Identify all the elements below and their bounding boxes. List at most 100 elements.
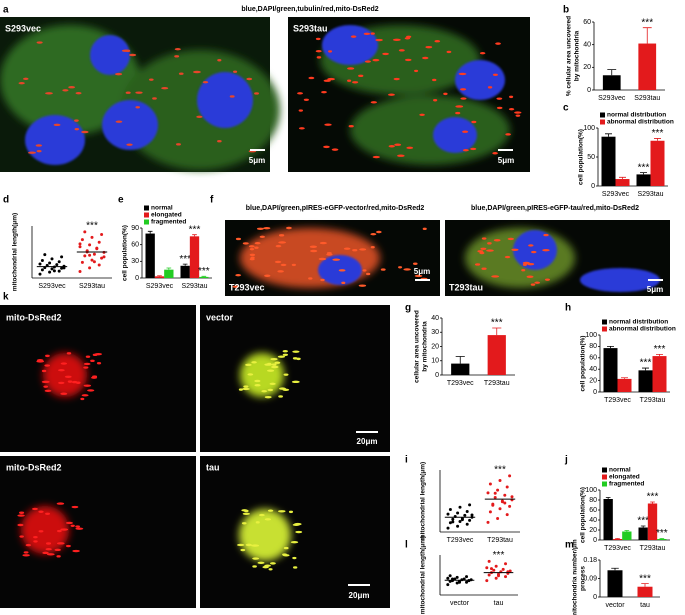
- mito-dot: [278, 510, 286, 513]
- data-point: [497, 574, 500, 578]
- mito-dot: [392, 38, 401, 42]
- nucleus: [455, 60, 505, 100]
- mito-dot: [45, 547, 52, 551]
- mito-dot: [241, 522, 247, 525]
- mito-dot: [121, 49, 130, 52]
- mito-dot: [278, 234, 285, 237]
- mito-dot: [422, 227, 427, 231]
- x-tick-label: vector: [605, 602, 625, 609]
- mito-dot: [75, 525, 80, 528]
- mito-dot: [493, 239, 501, 242]
- panel-letter: e: [118, 195, 124, 206]
- mito-dot: [62, 89, 69, 92]
- mito-dot: [66, 352, 72, 355]
- image-label: mito-DsRed2: [6, 462, 62, 472]
- bar: [603, 499, 613, 540]
- data-point: [458, 505, 462, 509]
- bar: [601, 136, 616, 186]
- image-k2: [200, 305, 390, 452]
- panel-letter: g: [405, 303, 411, 314]
- data-point: [492, 568, 496, 572]
- data-point: [504, 575, 508, 579]
- panel-letters: a b c d e f g h i j k l m: [3, 5, 574, 551]
- mito-dot: [174, 55, 180, 58]
- mito-dot: [268, 568, 273, 571]
- mito-dot: [44, 364, 51, 367]
- mito-dot: [178, 72, 184, 75]
- panel-letter: a: [3, 5, 9, 16]
- data-point: [88, 243, 92, 247]
- mito-dot: [249, 247, 255, 251]
- bar: [154, 276, 165, 278]
- mito-dot: [455, 105, 464, 108]
- mito-dot: [41, 369, 47, 373]
- mito-dot: [75, 91, 82, 95]
- mito-dot: [46, 553, 55, 556]
- mito-dot: [45, 92, 53, 95]
- data-point: [456, 511, 460, 515]
- data-point: [78, 242, 82, 246]
- mito-dot: [87, 389, 95, 392]
- data-point: [62, 266, 66, 270]
- mito-dot: [242, 242, 249, 245]
- mito-dot: [481, 237, 487, 240]
- y-axis-label: by mitochondria: [574, 30, 581, 81]
- y-tick-label: 0: [591, 183, 595, 190]
- x-tick-label: T293tau: [640, 545, 666, 552]
- data-point: [465, 522, 469, 526]
- mito-dot: [94, 352, 102, 356]
- mito-dot: [246, 77, 253, 81]
- mito-dot: [481, 267, 487, 270]
- data-point: [458, 580, 461, 584]
- image-label: vector: [206, 312, 234, 322]
- chart: 0 20 40 60 % cellular area uncovered by mitoc…: [566, 16, 665, 102]
- mito-dot: [41, 380, 50, 384]
- mito-dot: [338, 269, 346, 272]
- mito-dot: [254, 92, 260, 95]
- mito-dot: [363, 32, 371, 36]
- mito-dot: [245, 363, 252, 367]
- mito-dot: [388, 93, 395, 96]
- bar: [145, 233, 155, 278]
- nucleus: [197, 72, 253, 128]
- mito-dot: [45, 542, 52, 545]
- panel-letter: c: [563, 103, 569, 114]
- data-point: [97, 240, 101, 244]
- mito-dot: [359, 248, 367, 251]
- legend-swatch: [602, 481, 607, 487]
- error-bar: [619, 176, 626, 180]
- mito-dot: [235, 237, 242, 241]
- mito-dot: [514, 111, 522, 114]
- panel-f-title: blue,DAPI/green,pIRES-eGFP-tau/red,mito-…: [471, 205, 639, 212]
- data-point: [494, 576, 498, 580]
- y-tick-label: 40: [583, 42, 591, 49]
- mito-dot: [522, 263, 528, 266]
- x-tick-label: tau: [640, 602, 650, 609]
- mito-dot: [217, 59, 222, 62]
- mito-dot: [319, 241, 327, 245]
- mito-dot: [271, 363, 277, 366]
- mito-dot: [347, 67, 355, 70]
- mito-dot: [251, 361, 257, 364]
- mito-dot: [534, 281, 541, 284]
- error-bar: [615, 538, 620, 539]
- error-bar: [605, 497, 611, 499]
- significance: ***: [640, 358, 652, 369]
- y-tick-label: 0: [593, 594, 597, 601]
- mito-dot: [32, 507, 38, 511]
- mito-dot: [247, 373, 254, 376]
- mito-dot: [530, 250, 537, 254]
- y-tick-label: 0: [135, 275, 139, 282]
- data-point: [448, 508, 452, 512]
- data-point: [90, 235, 94, 239]
- mito-dot: [288, 510, 294, 514]
- mito-dot: [277, 355, 286, 358]
- bar: [657, 539, 667, 540]
- error-bar: [621, 377, 628, 379]
- mito-dot: [280, 263, 287, 267]
- mito-dot: [229, 95, 235, 98]
- mito-dot: [250, 256, 255, 259]
- mito-dot: [44, 389, 52, 393]
